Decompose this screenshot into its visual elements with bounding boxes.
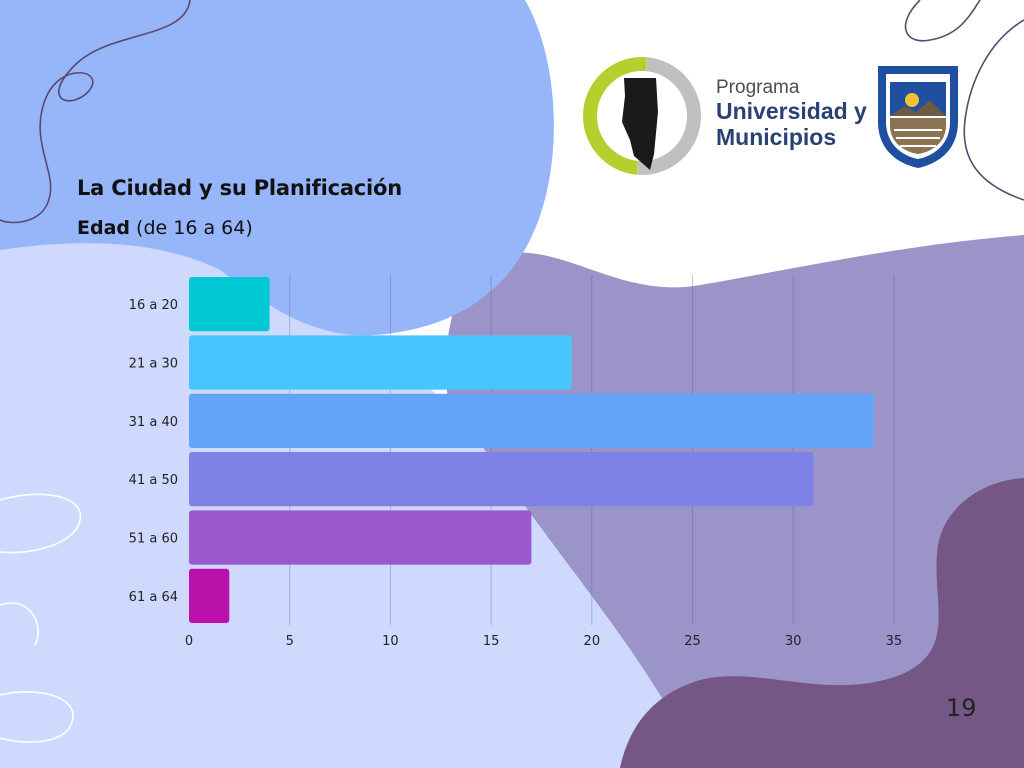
squiggle-line — [0, 0, 191, 224]
y-tick-label-1: 21 a 30 — [129, 357, 178, 372]
bar-2 — [189, 393, 874, 448]
x-tick-label-3: 15 — [483, 634, 500, 649]
squiggle-line — [963, 19, 1024, 201]
subtitle-range: (de 16 a 64) — [130, 217, 253, 239]
squiggle-line — [0, 602, 39, 646]
squiggle-line — [904, 0, 981, 42]
province-shield-logo — [878, 66, 958, 168]
squiggle-line — [0, 493, 81, 554]
program-logo-emblem — [583, 56, 701, 175]
x-tick-label-4: 20 — [584, 634, 601, 649]
logo-line-universidad: Universidad y — [716, 98, 867, 124]
slide-subtitle: Edad (de 16 a 64) — [77, 217, 253, 239]
subtitle-bold: Edad — [77, 217, 131, 239]
page-number: 19 — [946, 694, 977, 722]
y-tick-label-5: 61 a 64 — [129, 590, 178, 605]
logo-line-programa: Programa — [716, 77, 800, 98]
x-tick-label-6: 30 — [785, 634, 802, 649]
program-logo-text: Programa Universidad y Municipios — [716, 78, 867, 149]
bar-3 — [189, 452, 814, 507]
slide-title: La Ciudad y su Planificación — [77, 176, 403, 200]
y-tick-label-4: 51 a 60 — [129, 532, 178, 547]
bar-5 — [189, 568, 230, 623]
squiggle-line — [0, 691, 74, 743]
y-tick-label-3: 41 a 50 — [129, 473, 178, 488]
x-tick-label-7: 35 — [886, 634, 903, 649]
x-tick-label-1: 5 — [286, 634, 294, 649]
x-tick-label-5: 25 — [684, 634, 701, 649]
x-tick-label-2: 10 — [382, 634, 399, 649]
blue-blob — [0, 0, 554, 336]
logo-line-municipios: Municipios — [716, 124, 837, 150]
dark-blob — [620, 478, 1024, 768]
bar-4 — [189, 510, 532, 565]
y-tick-label-2: 31 a 40 — [129, 415, 178, 430]
bar-0 — [189, 277, 270, 332]
bar-1 — [189, 335, 572, 390]
x-tick-label-0: 0 — [185, 634, 193, 649]
y-tick-label-0: 16 a 20 — [129, 298, 178, 313]
